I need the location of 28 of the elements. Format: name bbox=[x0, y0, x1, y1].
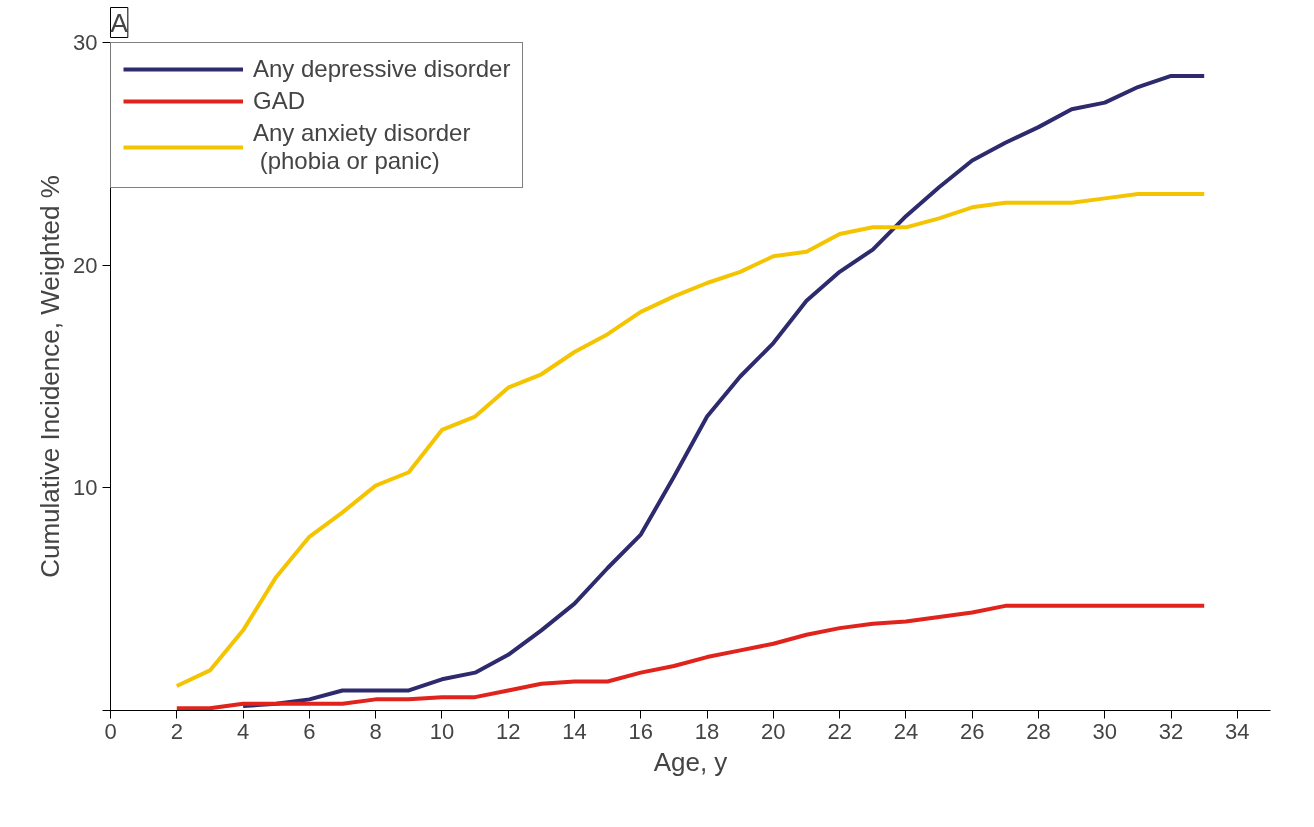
x-tick-label: 10 bbox=[429, 718, 455, 744]
x-axis-title: Age, y bbox=[653, 746, 728, 777]
y-tick-label: 10 bbox=[73, 475, 98, 501]
x-tick-label: 28 bbox=[1026, 718, 1051, 744]
x-tick-label: 24 bbox=[893, 718, 919, 744]
x-tick-label: 32 bbox=[1158, 718, 1184, 744]
x-tick-label: 6 bbox=[303, 718, 316, 744]
x-tick-label: 8 bbox=[369, 718, 382, 744]
line-series bbox=[174, 603, 1207, 711]
legend-label: Any anxiety disorder (phobia or panic) bbox=[253, 119, 471, 175]
x-tick-label: 34 bbox=[1225, 718, 1250, 744]
x-tick-label: 18 bbox=[694, 718, 720, 744]
x-tick-label: 0 bbox=[104, 718, 117, 744]
y-tick-label: 30 bbox=[73, 30, 98, 55]
x-tick-label: 16 bbox=[628, 718, 654, 744]
y-axis-title: Cumulative Incidence, Weighted % bbox=[35, 175, 66, 578]
legend-label: Any depressive disorder bbox=[253, 55, 511, 83]
x-tick-label: 4 bbox=[236, 718, 250, 744]
x-tick-label: 22 bbox=[827, 718, 852, 744]
x-tick-label: 26 bbox=[959, 718, 985, 744]
x-tick-label: 20 bbox=[761, 718, 786, 744]
x-tick-label: 14 bbox=[562, 718, 587, 744]
x-tick-label: 2 bbox=[170, 718, 183, 744]
line-series bbox=[174, 191, 1207, 689]
x-tick-label: 12 bbox=[495, 718, 521, 744]
y-tick-label: 20 bbox=[73, 252, 98, 278]
x-tick-label: 30 bbox=[1092, 718, 1118, 744]
legend-label: GAD bbox=[253, 87, 306, 115]
